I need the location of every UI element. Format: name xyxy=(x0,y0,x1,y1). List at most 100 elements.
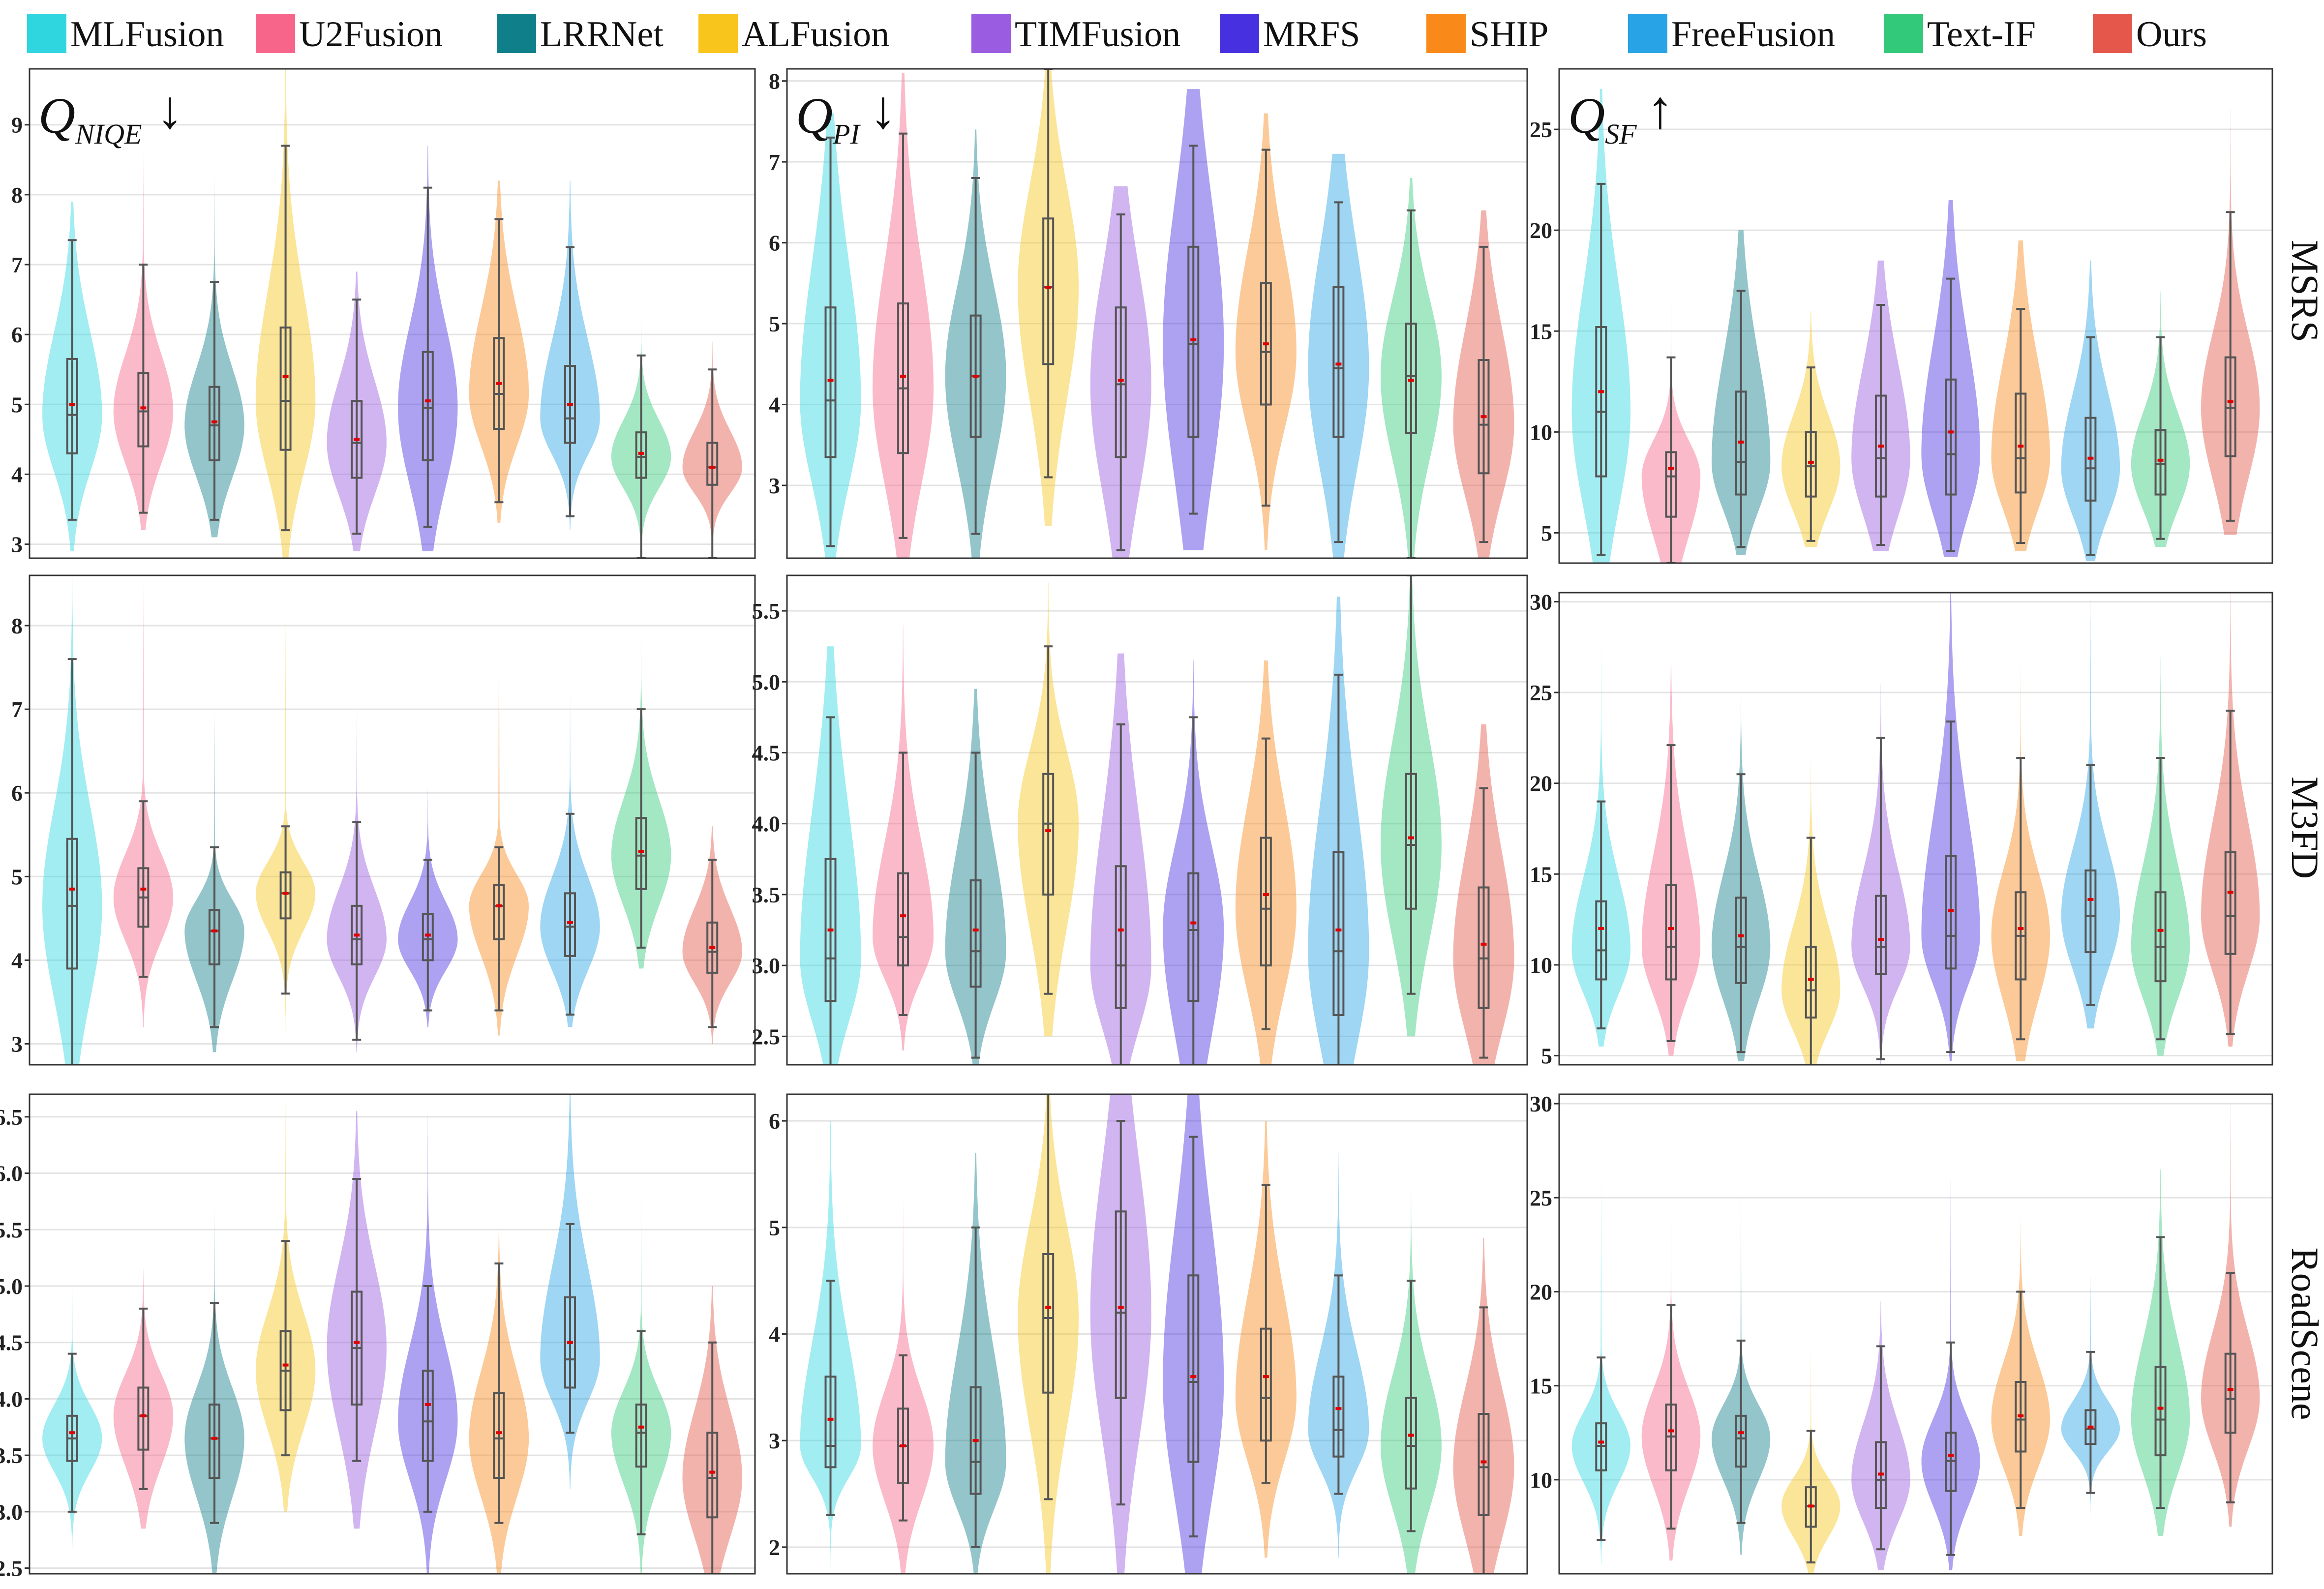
box xyxy=(897,302,909,454)
legend-item-lrrnet: LRRNet xyxy=(497,14,664,55)
panel-m3fd-sf: 5 10 15 20 25 30 xyxy=(1530,589,2273,1069)
panel-m3fd-pi: 2.5 3.0 3.5 4.0 4.5 5.0 5.5 xyxy=(752,574,1528,1066)
legend-swatch xyxy=(1426,14,1466,53)
box xyxy=(208,1403,220,1479)
box xyxy=(422,351,434,462)
box xyxy=(1115,865,1127,1009)
box xyxy=(1187,872,1200,1002)
y-tick-label: 15 xyxy=(1530,1374,1552,1399)
y-tick-label: 8 xyxy=(769,69,780,94)
box xyxy=(635,1403,647,1468)
panel-msrs-niqe: 3 4 5 6 7 8 9 QNIQE ↓ xyxy=(11,68,756,559)
violin-lrrnet xyxy=(1711,230,1771,555)
y-tick-label: 8 xyxy=(11,613,23,638)
box xyxy=(1874,895,1887,975)
panel-frame xyxy=(29,1093,756,1575)
panel-frame xyxy=(786,574,1528,1066)
legend-swatch xyxy=(1884,14,1923,53)
violin-freefusion xyxy=(2061,260,2120,561)
violin-alfusion xyxy=(1018,582,1079,1037)
y-tick-label: 6.0 xyxy=(0,1161,23,1186)
box xyxy=(1735,897,1747,984)
y-tick-label: 25 xyxy=(1530,117,1552,142)
violin-timfusion xyxy=(1090,653,1151,1065)
box xyxy=(1042,773,1055,896)
legend-label: MRFS xyxy=(1263,14,1360,55)
y-tick-label: 5 xyxy=(769,311,780,336)
violin-lrrnet xyxy=(1711,692,1771,1061)
legend-swatch xyxy=(698,14,738,53)
legend-swatch xyxy=(1220,14,1259,53)
violin-mrfs xyxy=(1921,200,1980,557)
violin-u2fusion xyxy=(873,625,934,1051)
y-tick-label: 9 xyxy=(11,113,23,138)
violin-timfusion xyxy=(327,701,387,1052)
y-tick-label: 6.5 xyxy=(0,1105,23,1130)
violin-u2fusion xyxy=(1641,665,1701,1056)
panel-frame xyxy=(29,68,756,559)
box xyxy=(351,400,363,479)
violin-mrfs xyxy=(1163,660,1224,1065)
box xyxy=(493,1392,505,1479)
legend-item-u2fusion: U2Fusion xyxy=(256,14,443,55)
box xyxy=(1478,886,1490,1009)
violin-lrrnet xyxy=(1711,1188,1771,1555)
box xyxy=(2015,392,2027,494)
violin-alfusion xyxy=(255,617,316,1036)
panel-frame xyxy=(1558,592,2273,1066)
legend-item-ours: Ours xyxy=(2093,14,2207,55)
violin-ship xyxy=(1991,1216,2050,1536)
legend-item-mrfs: MRFS xyxy=(1220,14,1360,55)
legend-label: SHIP xyxy=(1470,14,1548,55)
box xyxy=(137,1386,150,1451)
box xyxy=(824,858,837,1002)
y-tick-label: 5 xyxy=(11,392,23,417)
y-tick-label: 6 xyxy=(11,780,23,806)
violin-alfusion xyxy=(255,1094,316,1512)
y-tick-label: 3.0 xyxy=(752,953,781,978)
legend-label: FreeFusion xyxy=(1671,14,1835,55)
y-tick-label: 20 xyxy=(1530,1279,1552,1304)
legend-item-mlfusion: MLFusion xyxy=(27,14,224,55)
violin-ours xyxy=(1453,210,1514,558)
violin-mrfs xyxy=(1921,593,1980,1061)
y-tick-label: 6 xyxy=(11,322,23,347)
legend-swatch xyxy=(2093,14,2132,53)
y-tick-label: 15 xyxy=(1530,319,1552,344)
box xyxy=(1874,394,1887,498)
y-tick-label: 5.0 xyxy=(752,669,781,694)
panel-frame xyxy=(786,1093,1528,1575)
box xyxy=(1735,1414,1747,1468)
box xyxy=(969,879,982,988)
legend-item-ship: SHIP xyxy=(1426,14,1548,55)
violin-timfusion xyxy=(1090,1094,1151,1574)
violin-mlfusion xyxy=(42,202,102,551)
y-tick-label: 2.5 xyxy=(0,1556,23,1581)
violin-lrrnet xyxy=(184,174,244,538)
y-tick-label: 3.5 xyxy=(752,882,781,907)
y-tick-label: 25 xyxy=(1530,1185,1552,1210)
violin-ship xyxy=(1235,1121,1297,1558)
y-tick-label: 4.0 xyxy=(0,1386,23,1411)
violin-lrrnet xyxy=(945,1153,1006,1574)
box xyxy=(1478,1413,1490,1516)
box xyxy=(2084,869,2097,954)
legend-label: TIMFusion xyxy=(1015,14,1180,55)
y-tick-label: 3 xyxy=(769,473,780,498)
violin-ours xyxy=(682,341,742,558)
box xyxy=(1115,1210,1127,1399)
violin-text-if xyxy=(1381,1174,1442,1574)
y-tick-label: 3 xyxy=(11,532,23,557)
violin-alfusion xyxy=(255,69,316,558)
y-tick-label: 4.0 xyxy=(752,811,781,837)
violin-text-if xyxy=(2131,291,2190,547)
violin-lrrnet xyxy=(945,129,1006,558)
panel-msrs-sf: 5 10 15 20 25 QSF ↑ xyxy=(1530,68,2273,564)
box xyxy=(1405,1397,1417,1490)
row-label-m3fd: M3FD xyxy=(2284,777,2324,879)
box xyxy=(2224,356,2236,457)
y-tick-label: 10 xyxy=(1530,420,1552,445)
box xyxy=(137,372,150,448)
panel-frame xyxy=(1558,1093,2273,1575)
legend-swatch xyxy=(256,14,295,53)
